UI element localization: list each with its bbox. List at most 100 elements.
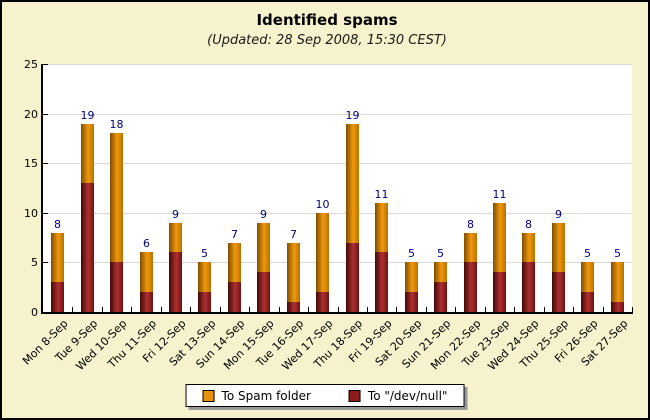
bar-segment-devnull	[228, 282, 241, 312]
bar-segment-devnull	[169, 252, 182, 312]
bar-segment-spam-folder	[81, 124, 94, 183]
x-tick	[338, 307, 339, 312]
bar-segment-spam-folder	[169, 223, 182, 252]
legend: To Spam folder To "/dev/null"	[185, 384, 465, 407]
bar-segment-devnull	[51, 282, 64, 312]
bar-total-label: 8	[467, 218, 474, 231]
bar-segment-spam-folder	[434, 262, 447, 282]
bar-segment-devnull	[257, 272, 270, 312]
bar-segment-devnull	[287, 302, 300, 312]
y-axis-label-5: 5	[31, 256, 38, 269]
x-tick	[279, 307, 280, 312]
bar-segment-spam-folder	[51, 233, 64, 282]
x-tick	[367, 307, 368, 312]
x-tick	[455, 307, 456, 312]
gridline-5	[43, 262, 632, 263]
chart-subtitle: (Updated: 28 Sep 2008, 15:30 CEST)	[207, 33, 447, 48]
x-tick	[131, 307, 132, 312]
x-tick	[544, 307, 545, 312]
bar-segment-devnull	[434, 282, 447, 312]
y-axis-label-10: 10	[24, 207, 38, 220]
bar-segment-spam-folder	[464, 233, 477, 262]
bar-total-label: 7	[290, 228, 297, 241]
bar-segment-devnull	[522, 262, 535, 312]
y-tick-10	[43, 213, 48, 214]
bar-segment-spam-folder	[493, 203, 506, 272]
x-tick	[396, 307, 397, 312]
bar-segment-spam-folder	[552, 223, 565, 272]
legend-swatch-0	[202, 389, 215, 402]
bar-segment-spam-folder	[140, 252, 153, 292]
plot-area	[43, 64, 632, 312]
bar-total-label: 10	[315, 198, 330, 211]
x-tick	[573, 307, 574, 312]
legend-entry-1: To "/dev/null"	[348, 388, 448, 403]
bar-total-label: 5	[614, 247, 621, 260]
bar-segment-devnull	[552, 272, 565, 312]
bar-segment-spam-folder	[375, 203, 388, 252]
x-tick	[426, 307, 427, 312]
bar-segment-devnull	[405, 292, 418, 312]
bar-total-label: 11	[492, 188, 507, 201]
x-tick	[220, 307, 221, 312]
bar-segment-spam-folder	[198, 262, 211, 292]
bar-segment-devnull	[346, 243, 359, 312]
gridline-15	[43, 163, 632, 164]
y-tick-25	[43, 64, 48, 65]
bar-total-label: 9	[172, 208, 179, 221]
bar-total-label: 6	[143, 237, 150, 250]
bar-segment-spam-folder	[405, 262, 418, 292]
bar-total-label: 19	[345, 109, 360, 122]
bar-segment-devnull	[140, 292, 153, 312]
bar-segment-devnull	[611, 302, 624, 312]
bar-segment-devnull	[493, 272, 506, 312]
y-tick-20	[43, 114, 48, 115]
bar-segment-devnull	[316, 292, 329, 312]
bar-total-label: 8	[525, 218, 532, 231]
x-axis-line	[41, 312, 633, 314]
legend-swatch-1	[348, 389, 361, 402]
bar-segment-spam-folder	[581, 262, 594, 292]
bar-total-label: 11	[374, 188, 389, 201]
y-tick-5	[43, 262, 48, 263]
x-tick	[72, 307, 73, 312]
y-axis-label-0: 0	[31, 306, 38, 319]
bar-segment-devnull	[581, 292, 594, 312]
y-axis-label-15: 15	[24, 157, 38, 170]
x-tick	[190, 307, 191, 312]
bar-segment-spam-folder	[110, 133, 123, 262]
bar-total-label: 5	[408, 247, 415, 260]
bar-total-label: 5	[584, 247, 591, 260]
y-tick-15	[43, 163, 48, 164]
x-tick	[249, 307, 250, 312]
bar-segment-devnull	[110, 262, 123, 312]
bar-segment-spam-folder	[522, 233, 535, 262]
legend-entry-0: To Spam folder	[202, 389, 311, 403]
x-tick	[632, 307, 633, 312]
bar-total-label: 5	[437, 247, 444, 260]
bar-segment-spam-folder	[257, 223, 270, 272]
bar-total-label: 9	[555, 208, 562, 221]
bar-segment-devnull	[81, 183, 94, 312]
bar-segment-devnull	[464, 262, 477, 312]
x-tick	[485, 307, 486, 312]
x-tick	[161, 307, 162, 312]
x-tick	[514, 307, 515, 312]
bar-total-label: 5	[201, 247, 208, 260]
gridline-25	[43, 64, 632, 65]
bar-segment-spam-folder	[611, 262, 624, 302]
y-axis-label-25: 25	[24, 58, 38, 71]
x-tick	[603, 307, 604, 312]
gridline-20	[43, 114, 632, 115]
bar-segment-spam-folder	[316, 213, 329, 292]
bar-total-label: 8	[54, 218, 61, 231]
legend-label-1: To "/dev/null"	[367, 388, 448, 403]
chart-title: Identified spams	[256, 11, 398, 29]
bar-total-label: 19	[80, 109, 95, 122]
y-axis-label-20: 20	[24, 108, 38, 121]
bar-segment-devnull	[198, 292, 211, 312]
bar-segment-devnull	[375, 252, 388, 312]
bar-segment-spam-folder	[346, 124, 359, 243]
bar-segment-spam-folder	[228, 243, 241, 282]
